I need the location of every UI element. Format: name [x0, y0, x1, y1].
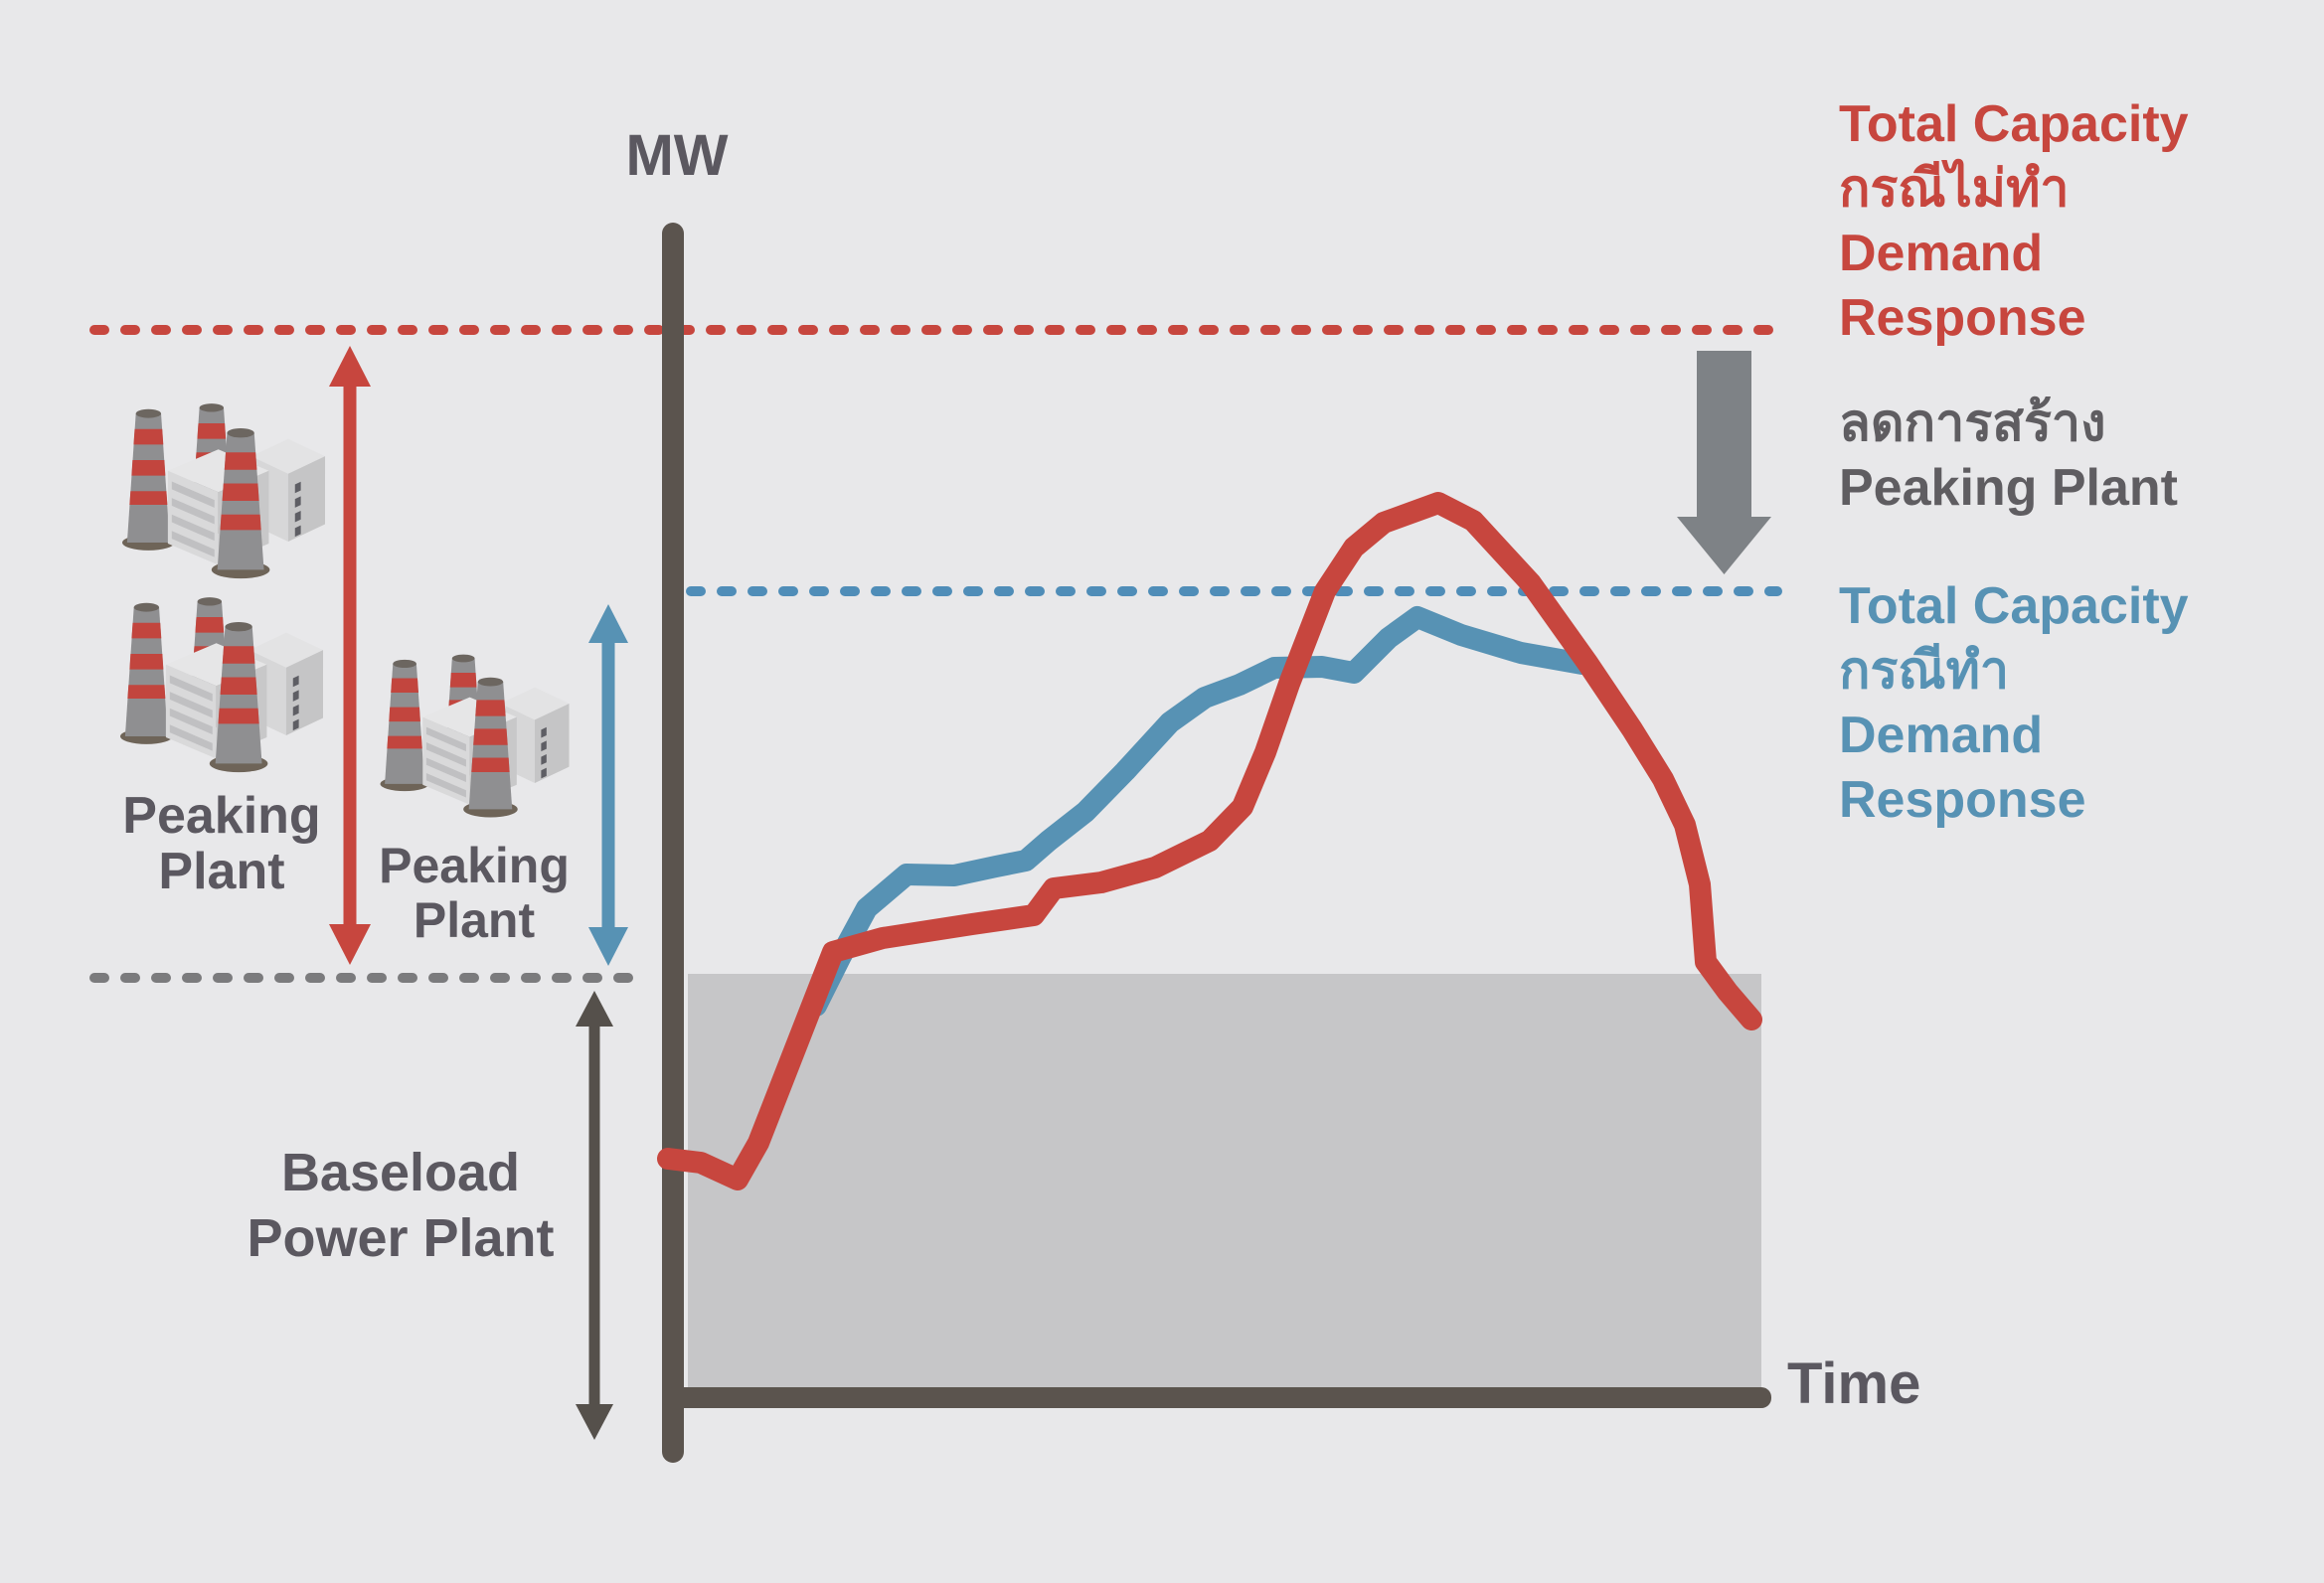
reduction-down-arrow-icon — [1677, 351, 1771, 574]
reduction-label: ลดการสร้าง Peaking Plant — [1839, 395, 2178, 517]
peaking-plant-left-label: Peaking Plant — [122, 787, 320, 900]
x-axis — [662, 1387, 1771, 1408]
svg-text:Plant: Plant — [414, 892, 536, 948]
svg-text:กรณีทำ: กรณีทำ — [1839, 642, 2009, 700]
svg-text:ลดการสร้าง: ลดการสร้าง — [1839, 395, 2106, 452]
svg-text:Peaking: Peaking — [122, 787, 320, 845]
capacity-with-dr-label: Total Capacity กรณีทำ Demand Response — [1839, 577, 2189, 829]
baseload-label: Baseload Power Plant — [247, 1143, 554, 1268]
svg-text:Total Capacity: Total Capacity — [1839, 95, 2189, 153]
svg-text:Baseload: Baseload — [281, 1143, 520, 1202]
capacity-range-arrow-no-dr — [329, 346, 371, 965]
peaking-plant-right-label: Peaking Plant — [379, 838, 570, 948]
svg-text:Response: Response — [1839, 289, 2086, 347]
svg-text:Plant: Plant — [158, 843, 284, 900]
peaking-plant-icon — [120, 597, 324, 773]
svg-text:Demand: Demand — [1839, 225, 2043, 282]
svg-text:Total Capacity: Total Capacity — [1839, 577, 2189, 635]
peaking-plant-icon — [380, 654, 570, 818]
peaking-plant-icon — [122, 403, 326, 579]
svg-text:Peaking Plant: Peaking Plant — [1839, 459, 2178, 517]
demand-curve-with-dr — [805, 606, 1593, 1017]
y-axis — [662, 223, 684, 1463]
svg-text:กรณีไม่ทำ: กรณีไม่ทำ — [1839, 158, 2070, 218]
svg-text:Power Plant: Power Plant — [247, 1208, 554, 1268]
capacity-no-dr-label: Total Capacity กรณีไม่ทำ Demand Response — [1839, 95, 2189, 347]
y-axis-label: MW — [625, 123, 728, 188]
baseload-range-arrow — [576, 991, 613, 1440]
capacity-range-arrow-with-dr — [588, 604, 628, 966]
baseload-area — [688, 974, 1761, 1388]
demand-curve-no-dr — [657, 492, 1762, 1190]
svg-text:Peaking: Peaking — [379, 838, 570, 893]
svg-text:Response: Response — [1839, 771, 2086, 829]
svg-text:Demand: Demand — [1839, 707, 2043, 764]
x-axis-label: Time — [1787, 1351, 1920, 1416]
